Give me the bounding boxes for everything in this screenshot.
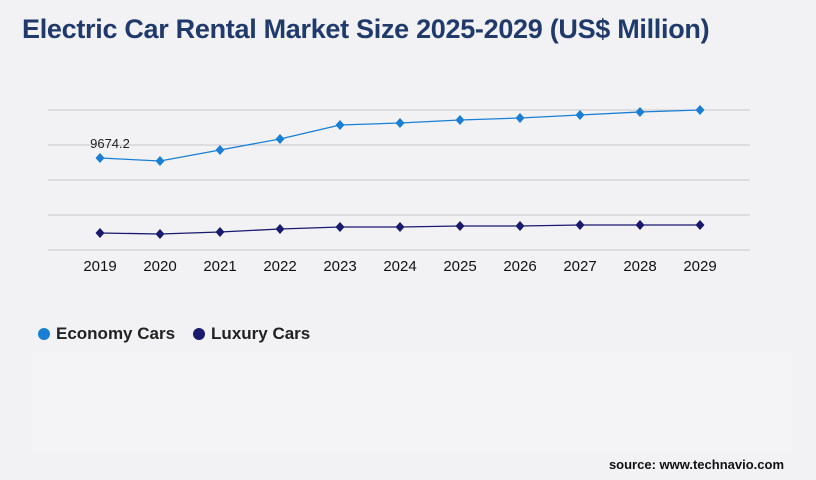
data-point <box>95 152 105 163</box>
x-tick-label: 2020 <box>143 258 176 275</box>
data-point <box>155 229 165 240</box>
data-point <box>215 145 225 155</box>
data-point <box>635 106 645 117</box>
legend-marker-icon <box>193 328 206 340</box>
x-tick-label: 2024 <box>383 258 416 275</box>
data-point <box>515 220 525 231</box>
legend-marker-icon <box>38 328 50 340</box>
x-tick-label: 2026 <box>503 258 536 275</box>
background-panel <box>32 352 792 452</box>
data-point <box>695 219 705 230</box>
x-tick-label: 2028 <box>623 258 656 275</box>
data-point <box>395 222 405 233</box>
data-point <box>155 156 165 167</box>
legend-item-luxury: Luxury Cars <box>193 324 310 344</box>
data-point <box>335 222 345 233</box>
data-point <box>395 118 405 129</box>
legend-item-economy: Economy Cars <box>38 324 175 344</box>
legend-label: Luxury Cars <box>211 324 311 343</box>
data-point <box>575 219 585 230</box>
series-line <box>99 109 701 162</box>
x-tick-label: 2019 <box>83 258 116 275</box>
x-tick-label: 2029 <box>683 258 716 275</box>
data-point <box>215 226 225 237</box>
data-point <box>335 119 345 130</box>
chart-title: Electric Car Rental Market Size 2025-202… <box>22 14 710 44</box>
data-point <box>275 133 285 144</box>
x-tick-label: 2025 <box>443 258 476 275</box>
data-label: 9674.2 <box>90 136 130 151</box>
data-point <box>515 112 525 123</box>
data-point <box>695 105 705 115</box>
data-point <box>455 114 465 125</box>
x-tick-label: 2023 <box>323 258 356 275</box>
x-tick-label: 2021 <box>203 258 236 275</box>
data-point <box>95 227 105 238</box>
legend-label: Economy Cars <box>56 324 176 343</box>
data-point <box>635 219 645 230</box>
data-point <box>455 220 465 231</box>
line-chart: 2019 2020 2021 2022 2023 2024 2025 2026 2027 2028… <box>48 105 750 275</box>
source-note: source: www.technavio.com <box>608 457 784 472</box>
x-tick-label: 2022 <box>263 258 296 275</box>
legend: Economy Cars Luxury Cars <box>38 324 310 344</box>
data-point <box>575 110 585 121</box>
data-point <box>275 224 285 235</box>
x-tick-label: 2027 <box>563 258 596 275</box>
